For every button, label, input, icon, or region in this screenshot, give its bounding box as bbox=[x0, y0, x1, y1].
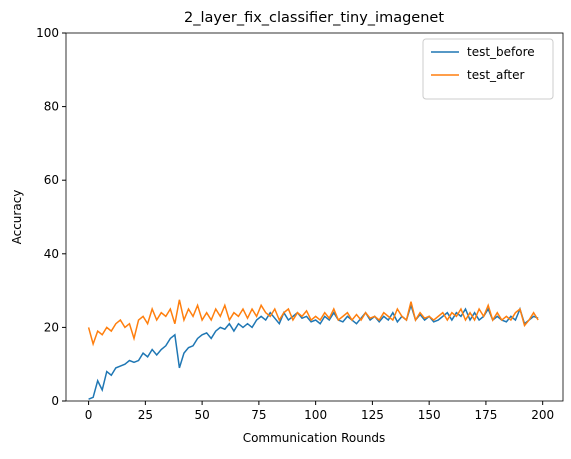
x-tick-label: 25 bbox=[138, 408, 153, 422]
x-tick-label: 125 bbox=[361, 408, 384, 422]
x-tick-label: 175 bbox=[474, 408, 497, 422]
x-tick-label: 0 bbox=[85, 408, 93, 422]
chart-title: 2_layer_fix_classifier_tiny_imagenet bbox=[184, 10, 444, 26]
x-tick-label: 50 bbox=[194, 408, 209, 422]
y-tick-label: 20 bbox=[44, 320, 59, 334]
x-tick-label: 200 bbox=[531, 408, 554, 422]
legend-box bbox=[422, 38, 554, 100]
legend-label: test_before bbox=[467, 45, 535, 59]
y-tick-label: 80 bbox=[44, 100, 59, 114]
y-axis-label: Accuracy bbox=[10, 190, 24, 245]
x-tick-label: 150 bbox=[418, 408, 441, 422]
y-tick-label: 40 bbox=[44, 247, 59, 261]
x-axis-label: Communication Rounds bbox=[243, 431, 386, 445]
x-tick-label: 100 bbox=[304, 408, 327, 422]
y-tick-label: 60 bbox=[44, 173, 59, 187]
y-tick-label: 100 bbox=[36, 26, 59, 40]
legend-label: test_after bbox=[467, 68, 525, 82]
axes-frame bbox=[65, 32, 564, 402]
x-tick-label: 75 bbox=[251, 408, 266, 422]
y-tick-label: 0 bbox=[51, 394, 59, 408]
line-series bbox=[87, 299, 539, 347]
